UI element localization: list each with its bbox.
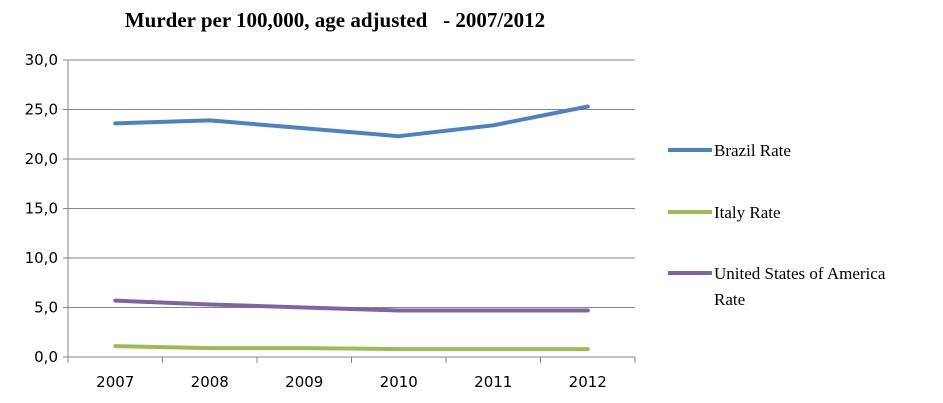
x-tick-label: 2010 <box>380 373 418 391</box>
x-tick-label: 2011 <box>474 373 512 391</box>
legend-label: Italy Rate <box>714 203 781 222</box>
y-tick-label: 10,0 <box>25 249 58 267</box>
legend: Brazil Rate Italy Rate United States of Am… <box>668 141 886 309</box>
chart-title: Murder per 100,000, age adjusted - 2007/… <box>125 8 545 32</box>
axes: 0,0 5,0 10,0 15,0 20,0 25,0 30,0 2007 2008 2009 20… <box>25 51 636 391</box>
y-tick-label: 0,0 <box>34 348 58 366</box>
x-tick-label: 2012 <box>569 373 607 391</box>
y-tick-label: 30,0 <box>25 51 58 69</box>
x-tick-label: 2007 <box>96 373 134 391</box>
y-tick-label: 25,0 <box>25 101 58 119</box>
series-line <box>113 298 590 313</box>
legend-label: Brazil Rate <box>714 141 791 160</box>
series-line <box>113 344 590 352</box>
y-tick-label: 15,0 <box>25 200 58 218</box>
gridlines <box>68 59 635 308</box>
x-tick-label: 2009 <box>285 373 323 391</box>
legend-label: United States of America <box>714 264 886 283</box>
series-line <box>113 104 590 139</box>
x-tick-label: 2008 <box>191 373 229 391</box>
legend-label: Rate <box>714 290 745 309</box>
y-tick-label: 5,0 <box>34 299 58 317</box>
series-lines <box>113 104 590 352</box>
y-tick-label: 20,0 <box>25 150 58 168</box>
